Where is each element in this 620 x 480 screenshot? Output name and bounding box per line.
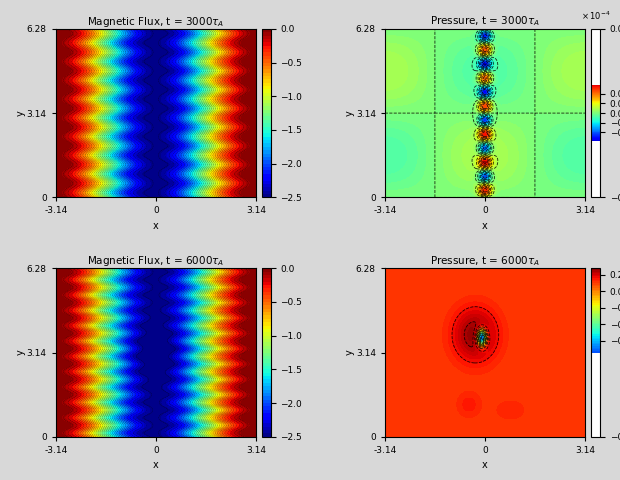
Title: Pressure, t = 6000$\tau_A$: Pressure, t = 6000$\tau_A$: [430, 254, 540, 268]
Title: Magnetic Flux, t = 3000$\tau_A$: Magnetic Flux, t = 3000$\tau_A$: [87, 14, 224, 29]
Title: Magnetic Flux, t = 6000$\tau_A$: Magnetic Flux, t = 6000$\tau_A$: [87, 254, 224, 268]
Text: $\times\,10^{-4}$: $\times\,10^{-4}$: [581, 10, 610, 22]
Y-axis label: y: y: [345, 349, 355, 355]
Y-axis label: y: y: [16, 349, 25, 355]
X-axis label: x: x: [482, 221, 488, 231]
X-axis label: x: x: [482, 460, 488, 470]
X-axis label: x: x: [153, 221, 159, 231]
X-axis label: x: x: [153, 460, 159, 470]
Title: Pressure, t = 3000$\tau_A$: Pressure, t = 3000$\tau_A$: [430, 14, 540, 28]
Y-axis label: y: y: [16, 110, 25, 116]
Y-axis label: y: y: [345, 110, 355, 116]
